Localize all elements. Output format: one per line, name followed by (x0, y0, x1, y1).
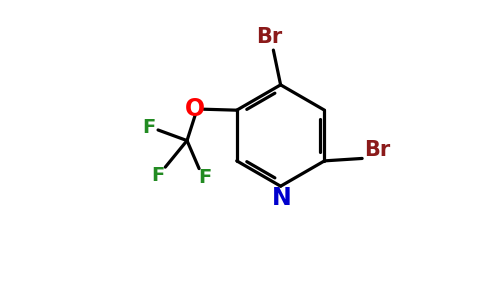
Text: F: F (151, 166, 165, 185)
Text: N: N (272, 186, 292, 210)
Text: F: F (198, 168, 212, 187)
Text: F: F (142, 118, 155, 137)
Text: Br: Br (364, 140, 391, 160)
Text: Br: Br (257, 27, 283, 47)
Text: O: O (185, 97, 205, 121)
